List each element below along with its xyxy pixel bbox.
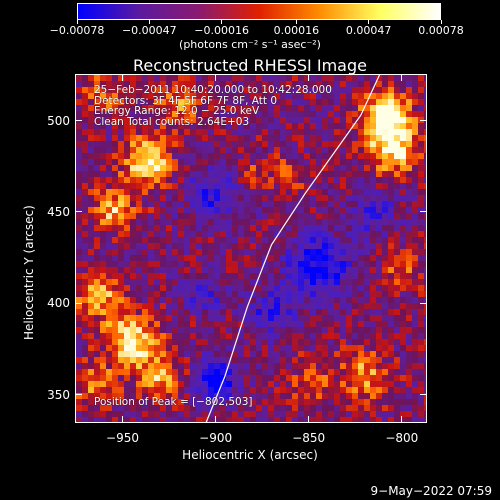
colorbar-tick-mark bbox=[221, 20, 223, 24]
annotation-block: 25−Feb−2011 10:40:20.000 to 10:42:28.000… bbox=[94, 85, 332, 127]
colorbar-tick-label: −0.00078 bbox=[49, 24, 105, 37]
plot-area: 25−Feb−2011 10:40:20.000 to 10:42:28.000… bbox=[75, 74, 427, 423]
y-tick-label: 450 bbox=[47, 204, 70, 219]
colorbar-tick-mark bbox=[440, 20, 442, 24]
annotation-line: 25−Feb−2011 10:40:20.000 to 10:42:28.000 bbox=[94, 84, 332, 96]
heatmap-image bbox=[76, 75, 426, 422]
colorbar-tick-mark bbox=[295, 20, 297, 24]
colorbar-tick-label: 0.00016 bbox=[273, 24, 320, 37]
colorbar-tick-label: 0.00078 bbox=[418, 24, 464, 37]
colorbar-tick-label: 0.00047 bbox=[345, 24, 392, 37]
solar-limb-line bbox=[205, 75, 381, 422]
footer-date: 9−May−2022 07:59 bbox=[370, 484, 493, 498]
x-tick-label: −800 bbox=[385, 431, 419, 445]
y-tick-label: 350 bbox=[47, 387, 70, 402]
annotation-line: Clean Total counts: 2.64E+03 bbox=[94, 115, 250, 128]
x-tick-label: −950 bbox=[106, 431, 140, 445]
colorbar bbox=[77, 3, 441, 20]
colorbar-tick-label: −0.00016 bbox=[194, 24, 250, 37]
colorbar-units: (photons cm⁻² s⁻¹ asec⁻²) bbox=[179, 38, 321, 51]
peak-position-label: Position of Peak = [−802,503] bbox=[94, 396, 253, 408]
y-axis-label: Heliocentric Y (arcsec) bbox=[22, 205, 36, 340]
x-axis-label: Heliocentric X (arcsec) bbox=[182, 448, 318, 462]
x-tick-label: −850 bbox=[292, 431, 326, 445]
colorbar-ticks: −0.00078 −0.00047 −0.00016 0.00016 0.00047 0.… bbox=[0, 0, 500, 60]
annotation-line: Detectors: 3F 4F 5F 6F 7F 8F, Att 0 bbox=[94, 94, 278, 107]
colorbar-tick-mark bbox=[368, 20, 370, 24]
colorbar-tick-label: −0.00047 bbox=[121, 24, 177, 37]
annotation-line: Energy Range: 12.0 − 25.0 keV bbox=[94, 105, 260, 118]
y-tick-label: 500 bbox=[47, 113, 70, 128]
y-tick-label: 400 bbox=[47, 296, 70, 311]
plot-overlay bbox=[205, 75, 381, 422]
colorbar-tick-mark bbox=[148, 20, 150, 24]
x-tick-label: −900 bbox=[199, 431, 233, 445]
colorbar-tick-mark bbox=[76, 20, 78, 24]
chart-title: Reconstructed RHESSI Image bbox=[133, 56, 367, 75]
